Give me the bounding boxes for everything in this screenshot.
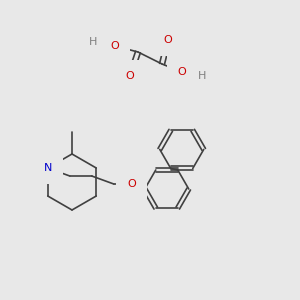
Text: H: H: [198, 71, 206, 81]
Text: O: O: [178, 67, 186, 77]
Text: O: O: [164, 35, 172, 45]
Text: N: N: [44, 163, 52, 173]
Text: O: O: [128, 179, 136, 189]
Text: O: O: [126, 71, 134, 81]
Text: O: O: [111, 41, 119, 51]
Text: H: H: [89, 37, 97, 47]
